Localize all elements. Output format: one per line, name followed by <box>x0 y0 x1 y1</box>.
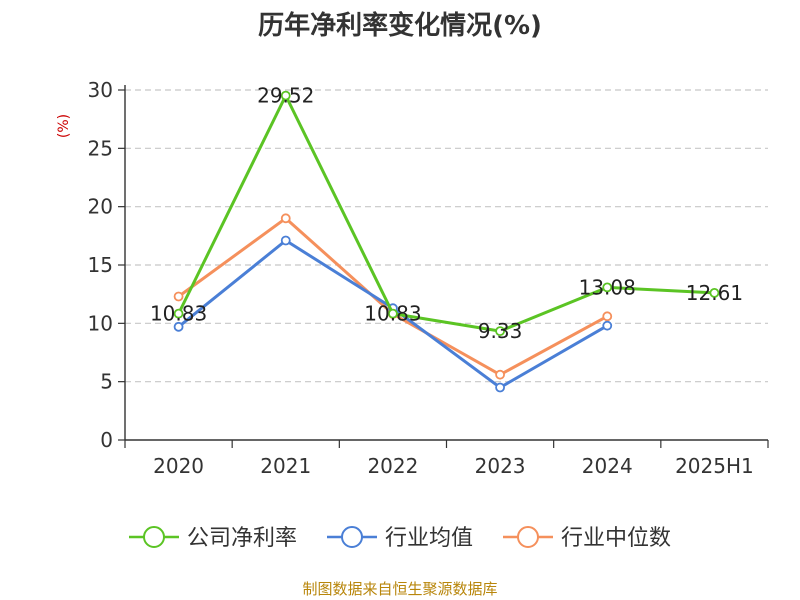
data-label: 29.52 <box>257 84 314 108</box>
source-note: 制图数据来自恒生聚源数据库 <box>302 580 497 598</box>
y-tick-label: 5 <box>100 370 113 394</box>
legend-label: 行业均值 <box>385 526 473 551</box>
data-point <box>173 321 184 332</box>
data-point <box>495 326 505 337</box>
data-label: 12.61 <box>686 281 743 305</box>
grid-lines <box>125 89 768 383</box>
data-point <box>602 320 613 331</box>
data-point <box>709 287 720 298</box>
x-tick-label: 2022 <box>367 454 418 478</box>
legend-marker <box>143 526 165 548</box>
x-tick-label: 2020 <box>153 454 204 478</box>
x-tick-label: 2024 <box>582 454 633 478</box>
x-tick-label: 2025H1 <box>675 454 754 478</box>
y-tick-label: 30 <box>88 78 113 102</box>
x-tick-label: 2023 <box>475 454 526 478</box>
axes: 0 5 10 15 20 25 30 2020 2021 2022 2023 2024 2025H1 <box>88 78 769 478</box>
y-tick-label: 10 <box>88 311 113 335</box>
data-point <box>495 369 505 380</box>
data-point <box>280 90 291 101</box>
data-point <box>388 308 398 319</box>
chart-title: 历年净利率变化情况(%) <box>258 10 542 41</box>
x-tick-label: 2021 <box>260 454 311 478</box>
y-tick-label: 0 <box>100 428 113 452</box>
data-label: 10.83 <box>364 302 421 326</box>
legend-label: 行业中位数 <box>561 526 671 551</box>
data-point <box>173 291 184 302</box>
data-point <box>602 282 613 293</box>
y-axis-label: (%) <box>56 114 72 138</box>
data-label: 10.83 <box>150 302 207 326</box>
y-tick-label: 15 <box>88 253 113 277</box>
data-label: 9.33 <box>478 319 523 343</box>
data-point <box>280 235 291 246</box>
legend-marker <box>517 526 539 548</box>
data-point <box>173 308 184 319</box>
data-label: 13.08 <box>579 275 636 299</box>
data-labels: 10.83 29.52 10.83 9.33 13.08 12.61 <box>150 84 743 344</box>
y-tick-label: 20 <box>88 195 113 219</box>
data-point <box>495 382 505 393</box>
series-line <box>177 216 608 377</box>
series-lines <box>173 90 720 393</box>
legend-label: 公司净利率 <box>187 526 297 551</box>
legend: 公司净利率 行业均值 行业中位数 <box>129 526 671 551</box>
y-tick-label: 25 <box>88 136 113 160</box>
data-point <box>280 213 291 224</box>
data-point <box>602 311 613 322</box>
legend-marker <box>341 526 363 548</box>
series-line <box>177 94 715 333</box>
